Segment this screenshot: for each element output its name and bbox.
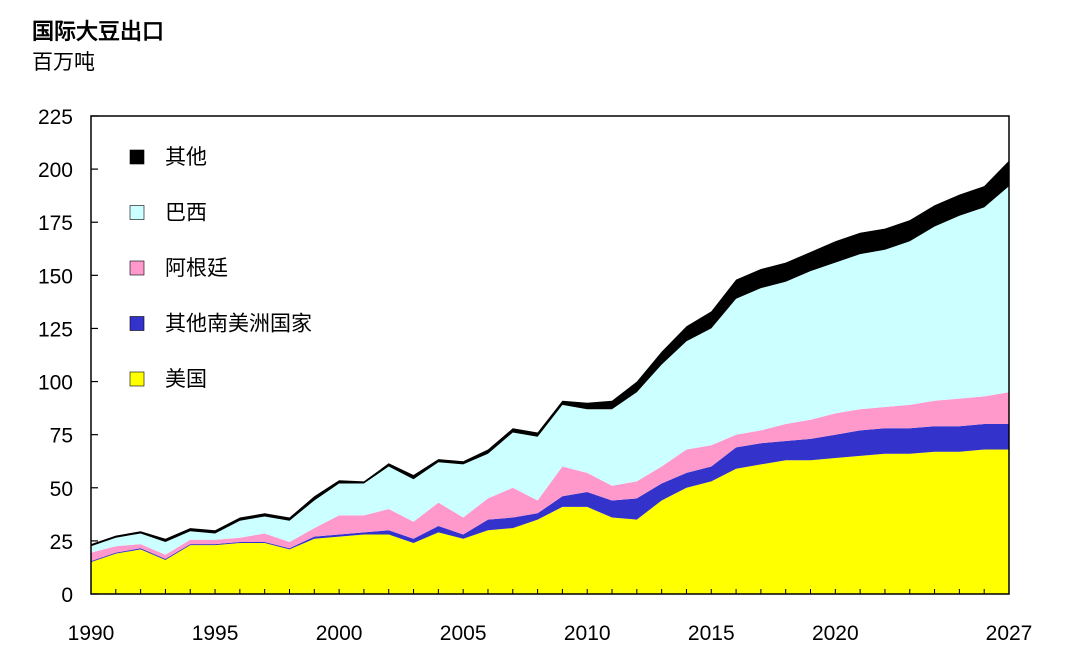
legend-swatch xyxy=(129,205,145,220)
y-tick-label: 125 xyxy=(38,318,73,341)
plot-frame xyxy=(90,115,1010,595)
x-tick-label: 2010 xyxy=(564,622,611,645)
chart-title: 国际大豆出口 xyxy=(32,20,165,45)
y-tick-label: 75 xyxy=(50,425,73,448)
x-tick-label: 2005 xyxy=(440,622,487,645)
y-tick-label: 175 xyxy=(38,212,73,235)
x-tick-label: 1995 xyxy=(192,622,239,645)
area-series-0 xyxy=(91,449,1009,594)
y-tick-label: 225 xyxy=(38,106,73,129)
y-tick-label: 150 xyxy=(38,265,73,288)
legend-label: 阿根廷 xyxy=(165,256,228,280)
area-series-3 xyxy=(91,186,1009,555)
y-tick-label: 25 xyxy=(50,531,73,554)
legend-label: 巴西 xyxy=(165,201,207,225)
legend-swatch xyxy=(129,316,145,331)
x-axis: 1990 1995 2000 2005 2010 2015 2020 2027 xyxy=(68,589,1033,645)
y-tick-label: 200 xyxy=(38,159,73,182)
legend-swatch xyxy=(129,371,145,387)
x-tick-label: 2027 xyxy=(986,622,1033,645)
area-series-group xyxy=(91,160,1009,594)
legend-swatch xyxy=(129,149,145,165)
legend-swatch xyxy=(129,260,145,276)
area-series-2 xyxy=(91,392,1009,562)
y-axis: 0 25 50 75 100 125 150 175 200 225 xyxy=(38,106,98,607)
y-tick-label: 50 xyxy=(50,478,73,501)
chart-subtitle: 百万吨 xyxy=(32,50,95,74)
x-tick-label: 2015 xyxy=(688,622,735,645)
area-series-1 xyxy=(91,424,1009,563)
x-tick-label: 2020 xyxy=(812,622,859,645)
x-tick-label: 1990 xyxy=(68,622,115,645)
x-tick-label: 2000 xyxy=(316,622,363,645)
legend-label: 其他 xyxy=(165,145,207,169)
legend-label: 其他南美洲国家 xyxy=(165,312,312,336)
legend-label: 美国 xyxy=(165,367,207,391)
y-tick-label: 0 xyxy=(61,584,73,607)
y-tick-label: 100 xyxy=(38,372,73,395)
